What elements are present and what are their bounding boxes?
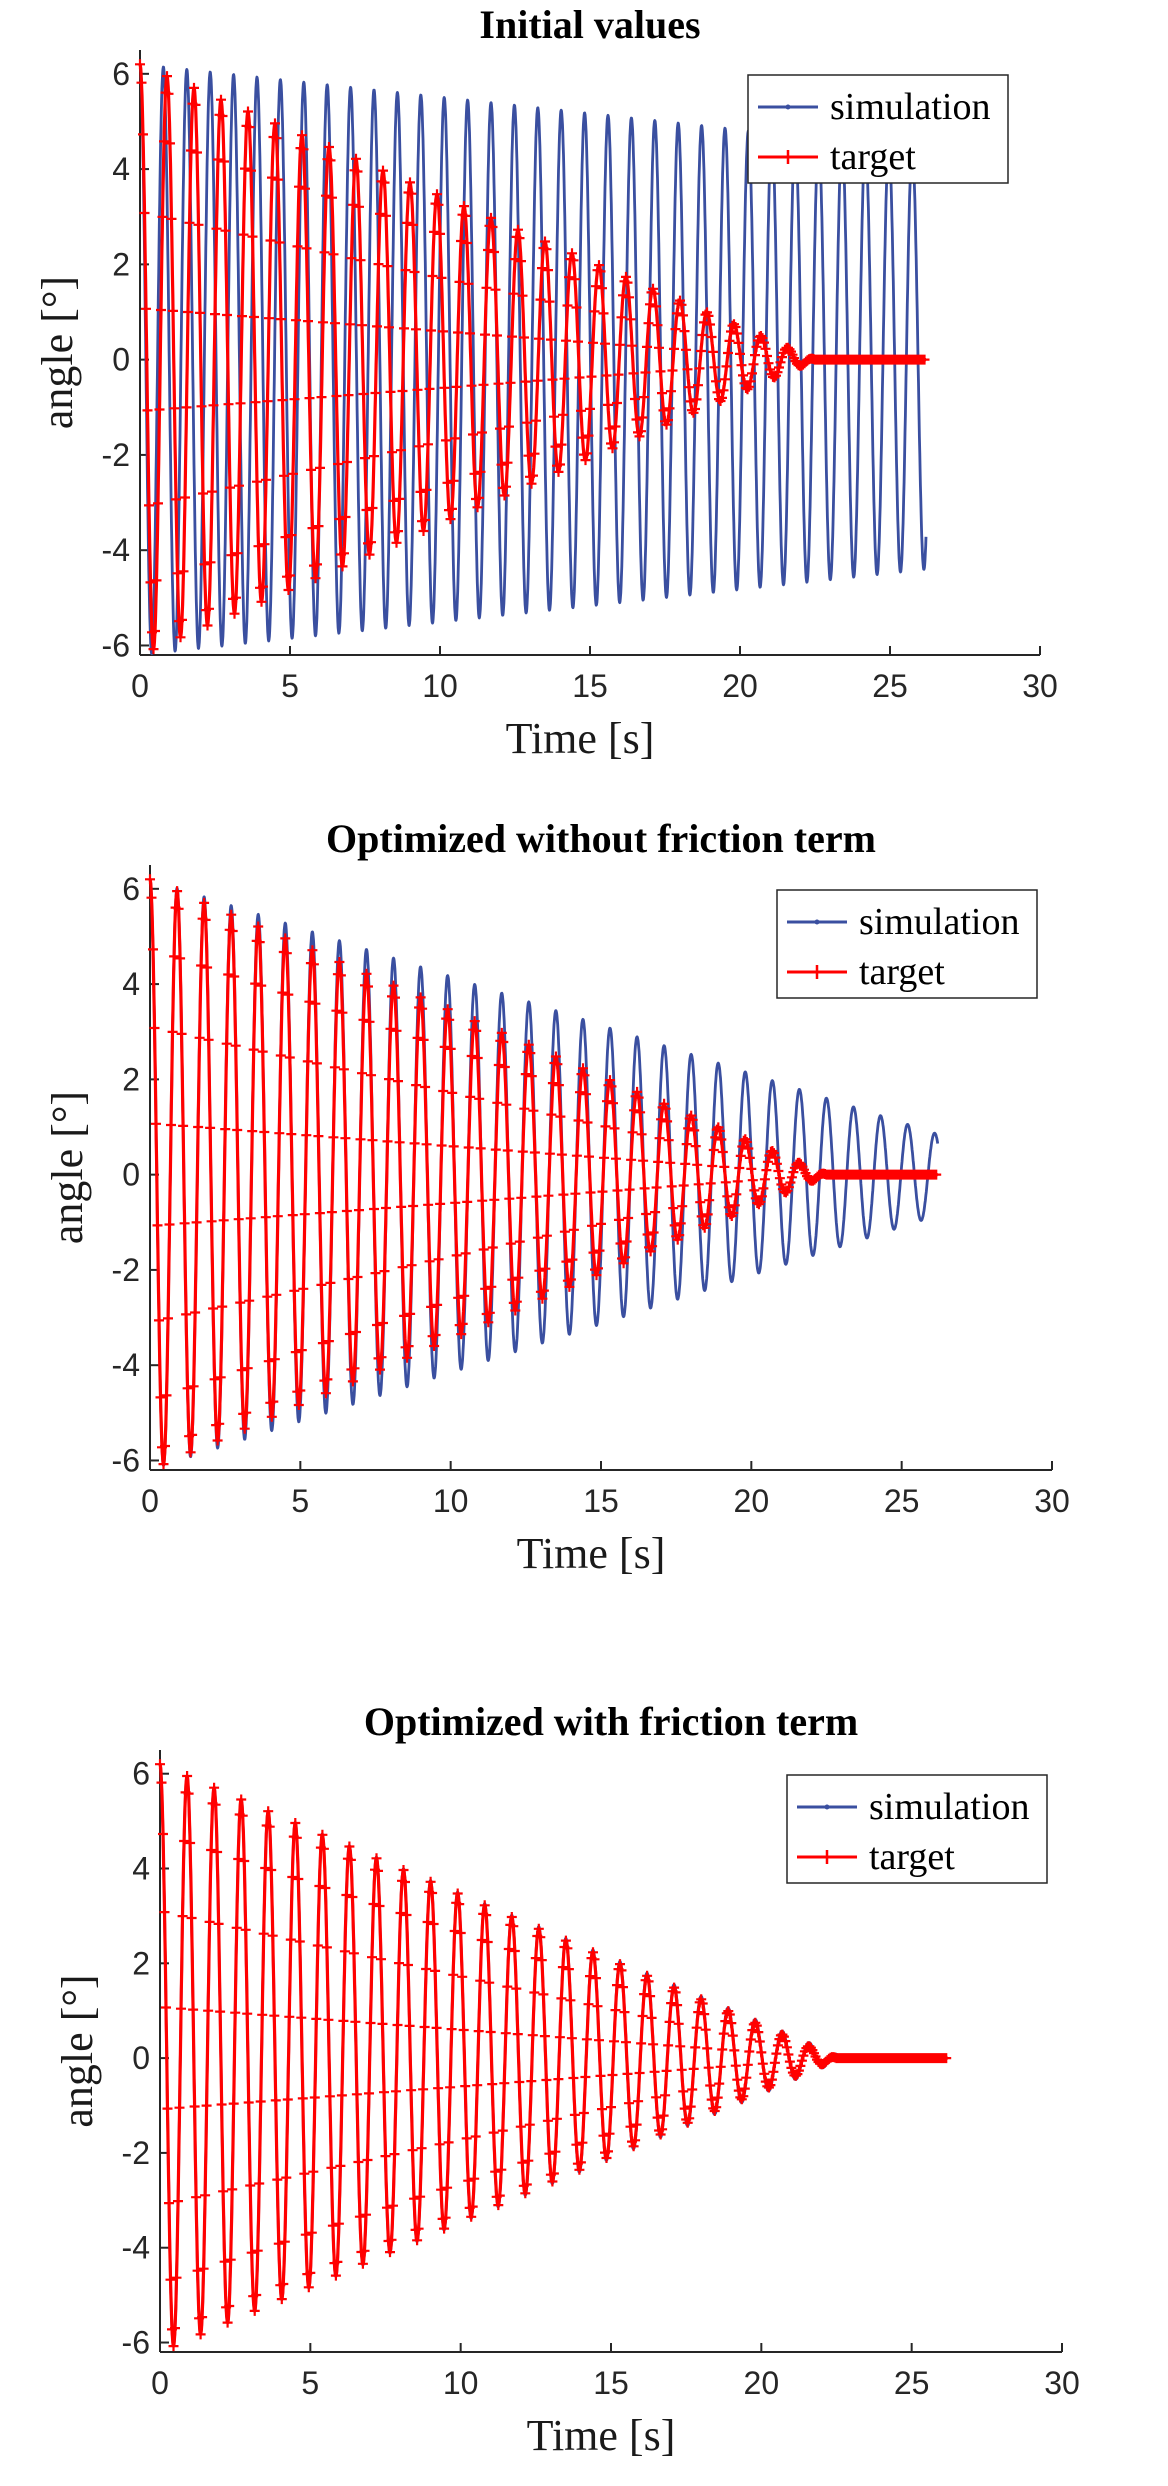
y-tick-label: -2 [102,437,130,473]
legend-marker-plus [820,1850,834,1864]
y-tick-label: -4 [122,2230,150,2266]
x-tick-label: 0 [131,668,149,704]
chart-title: Initial values [479,2,700,47]
legend-label-target: target [859,951,945,993]
x-axis-label: Time [s] [506,714,655,763]
x-tick-label: 10 [422,668,458,704]
x-tick-label: 20 [744,2365,780,2401]
y-tick-label: -6 [112,1442,140,1478]
y-tick-label: -2 [112,1252,140,1288]
series-markers-target [135,59,930,655]
y-tick-label: -4 [112,1347,140,1383]
legend-marker-dot [824,1804,830,1810]
x-axis-label: Time [s] [517,1529,666,1578]
legend-label-simulation: simulation [830,86,990,128]
plus-marker [155,1759,952,2352]
y-axis-label: angle [°] [53,1974,102,2127]
y-tick-label: 0 [132,2040,150,2076]
legend-marker-dot [814,919,820,925]
series-target [155,1759,952,2352]
chart-title: Optimized without friction term [326,816,876,861]
legend-box [776,889,1038,999]
x-tick-label: 5 [301,2365,319,2401]
series-target [135,59,930,655]
x-tick-label: 0 [141,1483,159,1519]
y-tick-label: -6 [122,2325,150,2361]
x-tick-label: 30 [1044,2365,1080,2401]
y-tick-label: 4 [132,1851,150,1887]
y-tick-label: 0 [112,342,130,378]
y-axis-label: angle [°] [43,1091,92,1244]
y-tick-label: 0 [122,1157,140,1193]
chart-1: Initial values 0 5 10 15 20 25 30 -6 -4 -2 0 2 4 6 Time… [33,2,1058,763]
x-tick-label: 25 [884,1483,920,1519]
series-target [145,874,942,1470]
x-axis-label: Time [s] [527,2411,676,2460]
y-tick-label: 4 [122,966,140,1002]
x-tick-label: 20 [722,668,758,704]
x-tick-label: 0 [151,2365,169,2401]
plus-marker [135,59,930,655]
x-tick-label: 20 [734,1483,770,1519]
x-tick-label: 5 [291,1483,309,1519]
legend-box [786,1774,1048,1884]
legend-label-simulation: simulation [859,901,1019,943]
plus-marker [145,874,942,1470]
chart-title: Optimized with friction term [364,1699,858,1744]
y-tick-label: 2 [122,1061,140,1097]
x-tick-label: 30 [1022,668,1058,704]
y-axis-label: angle [°] [33,276,82,429]
y-tick-label: 6 [112,56,130,92]
legend-label-target: target [869,1836,955,1878]
legend: simulation target [786,1774,1048,1884]
y-tick-label: 2 [132,1945,150,1981]
legend-marker-plus [810,965,824,979]
y-tick-label: 2 [112,246,130,282]
y-tick-label: -2 [122,2135,150,2171]
x-tick-label: 30 [1034,1483,1070,1519]
legend-box [747,74,1009,184]
y-tick-label: 4 [112,151,130,187]
y-tick-label: 6 [132,1756,150,1792]
y-tick-label: -4 [102,532,130,568]
legend-label-target: target [830,136,916,178]
legend: simulation target [747,74,1009,184]
series-markers-target [145,874,942,1470]
x-tick-label: 15 [572,668,608,704]
legend-marker-plus [781,150,795,164]
legend-marker-dot [785,104,791,110]
x-tick-label: 25 [894,2365,930,2401]
y-tick-label: 6 [122,871,140,907]
series-markers-target [155,1759,952,2352]
legend: simulation target [776,889,1038,999]
x-tick-label: 5 [281,668,299,704]
x-tick-label: 15 [593,2365,629,2401]
x-tick-label: 15 [583,1483,619,1519]
legend-label-simulation: simulation [869,1786,1029,1828]
x-tick-label: 10 [433,1483,469,1519]
x-tick-label: 25 [872,668,908,704]
x-tick-label: 10 [443,2365,479,2401]
y-tick-label: -6 [102,627,130,663]
